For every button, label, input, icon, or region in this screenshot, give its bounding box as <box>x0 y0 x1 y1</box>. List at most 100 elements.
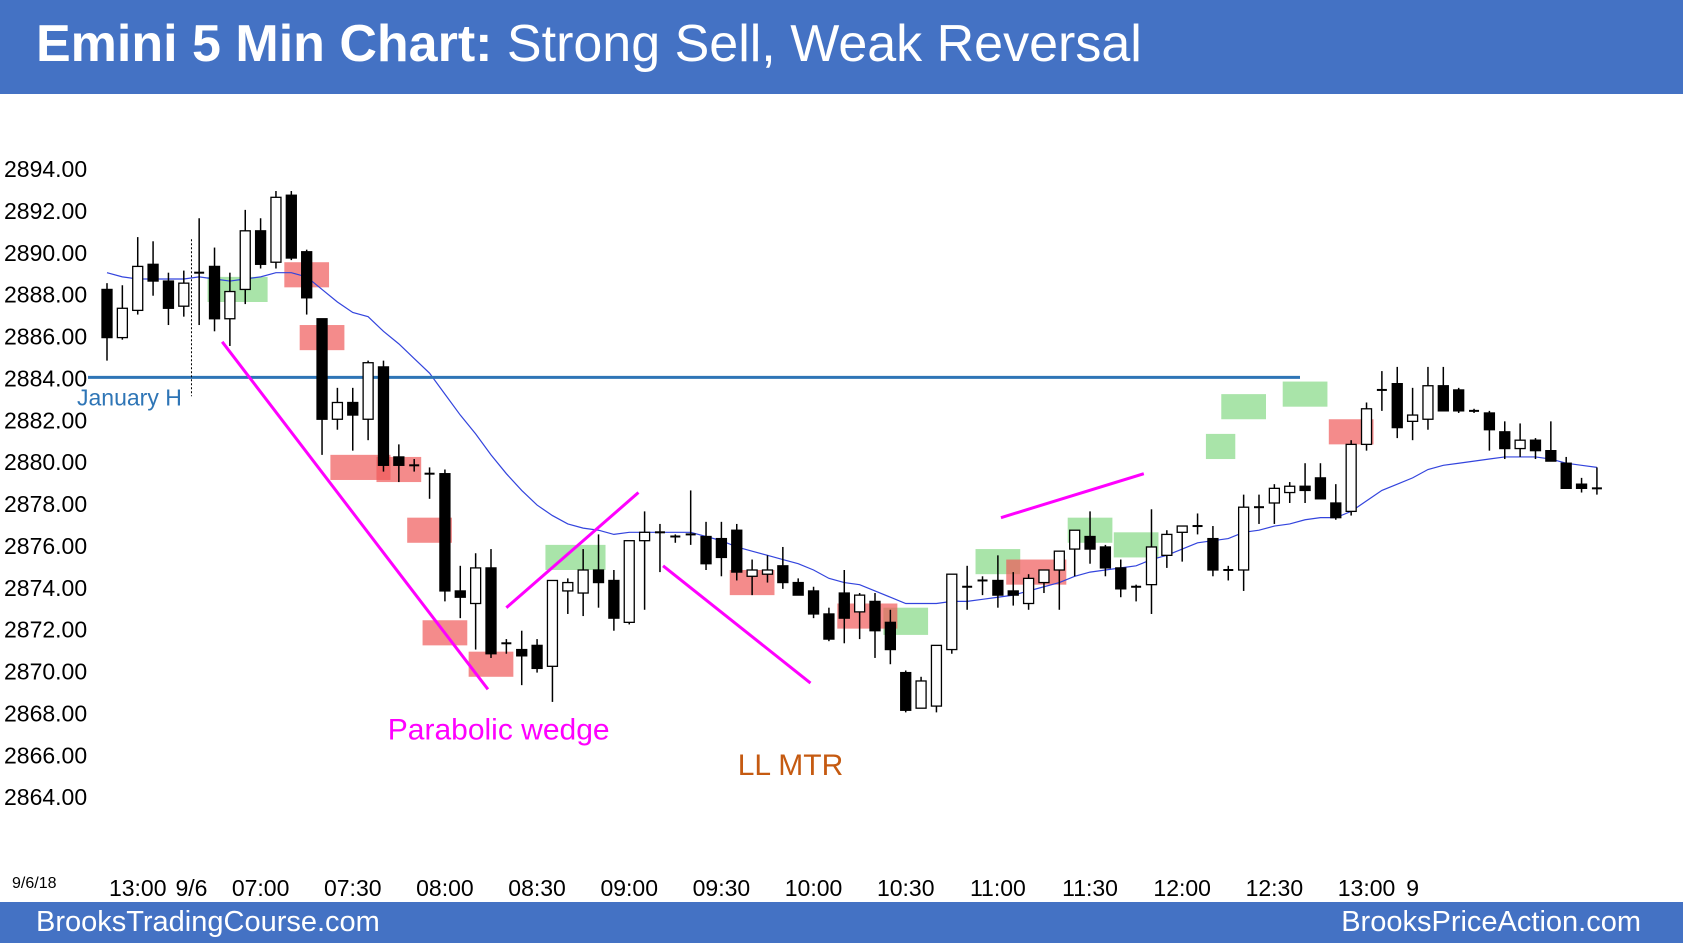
date-label: 9/6/18 <box>12 875 57 892</box>
candle-bear <box>454 590 466 598</box>
candle-bear <box>592 569 605 584</box>
x-tick-label: 13:00 <box>109 875 167 901</box>
x-tick-label: 9/6 <box>175 875 207 901</box>
y-tick-label: 2880.00 <box>4 449 87 475</box>
x-axis: 9/6/18 13:00 9/6 07:00 07:30 08:00 08:30 09:00 0… <box>12 875 1419 901</box>
candle-bull <box>178 282 190 307</box>
candle-bear <box>1453 389 1465 412</box>
candle-bull <box>1268 487 1281 504</box>
candle-bear <box>1007 590 1019 596</box>
candle-bull <box>577 569 589 594</box>
candle-bull <box>116 307 129 339</box>
candle-bear <box>807 590 820 615</box>
candle-bear <box>516 648 528 657</box>
x-tick-label: 12:00 <box>1153 875 1211 901</box>
hline-group: January H <box>77 239 1300 410</box>
candle-bull <box>270 196 282 263</box>
candle-bear <box>700 535 712 565</box>
chart-title: Emini 5 Min Chart: Strong Sell, Weak Rev… <box>36 14 1142 74</box>
footer-bar: BrooksTradingCourse.com BrooksPriceActio… <box>0 902 1683 943</box>
candle-bull <box>1053 550 1065 571</box>
candle-bear <box>1299 485 1311 492</box>
candles <box>101 191 1602 713</box>
y-tick-label: 2892.00 <box>4 198 87 224</box>
annotations: Parabolic wedge LL MTR <box>388 714 844 783</box>
candle-bear <box>992 579 1004 596</box>
ema-line-group <box>106 272 1598 605</box>
x-tick-label: 09:30 <box>693 875 751 901</box>
candle-bear <box>393 456 405 466</box>
x-tick-label: 11:30 <box>1062 875 1118 901</box>
candle-bull <box>239 230 251 291</box>
candle-bear <box>316 318 328 420</box>
x-tick-label: 07:30 <box>324 875 382 901</box>
y-tick-label: 2886.00 <box>4 324 87 350</box>
candle-bear <box>162 280 175 309</box>
x-tick-label: 10:00 <box>785 875 843 901</box>
x-tick-label: 11:00 <box>970 875 1026 901</box>
trendlines <box>221 340 1145 691</box>
candle-bull <box>930 644 943 707</box>
candle-bear <box>1529 439 1542 452</box>
candle-bear <box>1084 535 1096 550</box>
y-tick-label: 2874.00 <box>4 575 87 601</box>
y-tick-label: 2876.00 <box>4 533 87 559</box>
y-tick-label: 2890.00 <box>4 240 87 266</box>
candle-bear <box>777 565 789 584</box>
x-tick-label: 08:00 <box>416 875 474 901</box>
y-axis: 2894.00 2892.00 2890.00 2888.00 2886.00 2884.… <box>4 156 87 810</box>
candle-bear <box>254 230 267 265</box>
y-tick-label: 2870.00 <box>4 659 87 685</box>
candle-bear <box>285 194 297 259</box>
candle-bull <box>1345 443 1357 513</box>
wedge-trendline <box>1000 472 1145 520</box>
candle-bear <box>347 401 359 416</box>
candle-bull <box>224 290 236 320</box>
x-tick-label: 9 <box>1406 875 1419 901</box>
candle-bear <box>147 263 159 282</box>
candle-bear <box>1545 450 1557 462</box>
candle-bear <box>101 288 113 339</box>
wedge-trendline <box>662 564 812 685</box>
candle-bear <box>1483 412 1496 431</box>
candle-bull <box>761 569 774 575</box>
candle-bear <box>731 529 743 573</box>
candle-bull <box>546 579 559 667</box>
candle-bull <box>1360 408 1373 446</box>
y-tick-label: 2882.00 <box>4 407 87 433</box>
candle-bear <box>1314 477 1327 500</box>
candle-bear <box>715 537 728 559</box>
candle-bear <box>1575 483 1588 489</box>
candle-bull <box>623 540 635 623</box>
candle-bear <box>1437 385 1449 412</box>
y-tick-label: 2872.00 <box>4 617 87 643</box>
x-tick-label: 10:30 <box>877 875 935 901</box>
candle-bear <box>900 671 912 711</box>
candle-bear <box>301 251 313 299</box>
candle-bear <box>208 265 221 320</box>
candle-bull <box>132 265 144 312</box>
candle-bull <box>362 362 374 420</box>
candle-bull <box>853 594 866 613</box>
ema-line <box>106 272 1598 605</box>
candle-bull <box>1284 485 1296 494</box>
candle-bear <box>1391 383 1403 429</box>
candle-bear <box>1330 502 1342 519</box>
candle-bull <box>1161 533 1173 556</box>
candle-bear <box>1099 546 1112 569</box>
y-tick-label: 2888.00 <box>4 282 87 308</box>
candle-bull <box>469 567 482 605</box>
candle-bull <box>1237 506 1250 571</box>
footer-left-link[interactable]: BrooksTradingCourse.com <box>36 906 380 938</box>
candle-bull <box>562 581 574 592</box>
candle-bear <box>1115 567 1127 590</box>
candle-bear <box>377 366 390 466</box>
candle-bear <box>838 592 850 619</box>
y-tick-label: 2878.00 <box>4 491 87 517</box>
candle-bull <box>1069 529 1081 550</box>
january-high-label: January H <box>77 384 182 410</box>
y-tick-label: 2864.00 <box>4 784 87 810</box>
candle-bear <box>485 567 497 655</box>
candle-bear <box>1560 462 1572 489</box>
footer-right-link[interactable]: BrooksPriceAction.com <box>1341 906 1641 938</box>
